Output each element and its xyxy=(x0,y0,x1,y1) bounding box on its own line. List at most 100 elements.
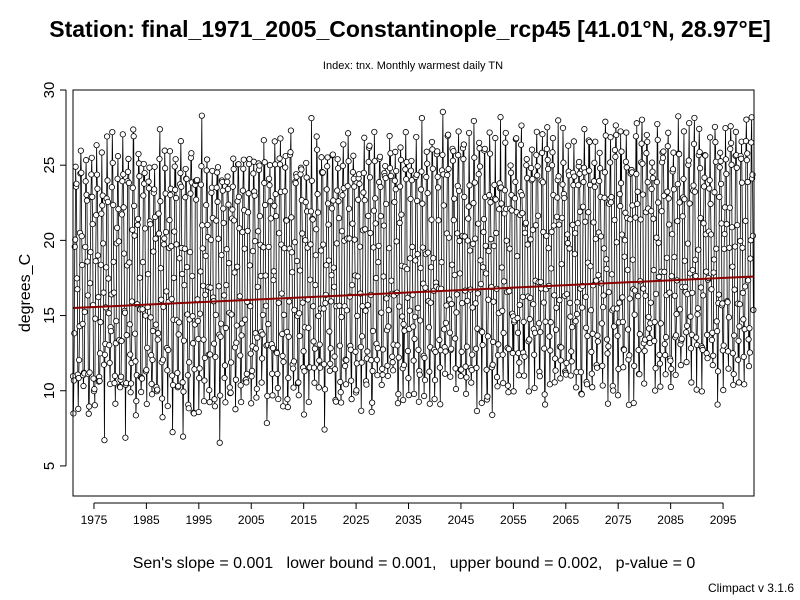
data-point xyxy=(669,166,677,173)
data-point xyxy=(567,313,574,320)
data-point xyxy=(502,129,509,137)
data-point xyxy=(395,354,402,361)
data-point xyxy=(670,149,677,156)
data-point xyxy=(710,269,717,276)
data-point xyxy=(163,288,170,295)
data-point xyxy=(480,216,488,223)
data-point xyxy=(333,240,340,247)
data-point xyxy=(560,159,567,166)
data-point xyxy=(132,412,139,419)
data-point xyxy=(362,226,369,233)
data-point xyxy=(448,345,455,352)
data-point xyxy=(733,164,740,171)
data-point xyxy=(572,318,579,325)
data-point xyxy=(455,187,463,194)
data-point xyxy=(607,159,614,166)
data-point xyxy=(152,235,159,242)
data-point xyxy=(555,173,562,180)
data-point xyxy=(94,185,101,192)
data-point xyxy=(356,243,364,250)
data-point xyxy=(296,332,303,340)
data-point xyxy=(745,336,752,343)
data-point xyxy=(451,195,458,202)
data-point xyxy=(248,373,255,380)
data-point xyxy=(514,315,521,322)
data-point xyxy=(706,185,713,192)
data-point xyxy=(640,285,647,292)
data-point xyxy=(151,163,158,170)
data-point xyxy=(149,327,157,335)
data-point xyxy=(462,363,469,370)
data-point xyxy=(408,157,415,165)
data-point xyxy=(305,398,312,406)
data-point xyxy=(310,364,318,371)
data-point xyxy=(346,235,353,242)
data-point xyxy=(201,377,208,384)
data-point xyxy=(160,303,167,311)
data-point xyxy=(484,393,491,400)
data-point xyxy=(427,264,435,271)
data-point xyxy=(620,364,627,371)
data-point xyxy=(450,148,457,155)
data-point xyxy=(495,341,502,348)
data-point xyxy=(729,350,736,357)
data-point xyxy=(331,353,338,360)
data-point xyxy=(107,328,115,335)
data-point xyxy=(518,192,526,199)
data-point xyxy=(523,156,530,163)
data-point xyxy=(611,146,619,154)
data-point xyxy=(255,228,262,235)
data-point xyxy=(158,296,165,303)
data-point xyxy=(688,331,695,338)
data-point xyxy=(147,314,154,321)
data-point xyxy=(245,190,252,197)
data-point xyxy=(633,120,640,127)
data-point xyxy=(690,182,697,189)
data-point xyxy=(730,381,737,389)
data-point xyxy=(272,213,280,220)
data-point xyxy=(648,185,655,193)
data-point xyxy=(76,356,83,364)
data-point xyxy=(220,219,227,227)
data-point xyxy=(632,214,639,221)
data-point xyxy=(372,274,380,282)
data-point xyxy=(404,347,412,355)
data-point xyxy=(141,169,148,177)
data-point xyxy=(592,235,599,242)
data-point xyxy=(378,309,385,316)
data-point xyxy=(534,163,541,170)
data-point xyxy=(632,133,640,140)
data-point xyxy=(427,299,434,306)
data-point xyxy=(516,301,523,309)
data-point xyxy=(122,434,129,441)
data-point xyxy=(118,337,125,345)
data-point xyxy=(603,256,610,263)
data-point xyxy=(568,358,575,365)
data-point xyxy=(521,229,529,237)
data-point xyxy=(391,177,398,184)
data-point xyxy=(134,221,141,229)
data-point xyxy=(482,242,489,249)
data-point xyxy=(568,348,575,355)
data-point xyxy=(692,256,699,263)
data-point xyxy=(231,269,238,276)
data-point xyxy=(270,276,277,284)
data-point xyxy=(152,321,160,328)
data-point xyxy=(161,235,168,242)
data-point xyxy=(155,330,162,337)
data-point xyxy=(227,359,235,366)
data-point xyxy=(717,180,725,187)
data-point xyxy=(572,230,579,237)
data-point xyxy=(216,439,223,446)
data-point xyxy=(379,346,387,353)
data-point xyxy=(206,387,213,394)
trend-layer xyxy=(72,275,755,310)
y-tick-label: 15 xyxy=(41,307,58,324)
data-point xyxy=(437,401,444,408)
data-point xyxy=(386,132,393,140)
data-point xyxy=(572,384,580,391)
data-point xyxy=(485,247,492,255)
data-point xyxy=(617,179,625,187)
data-point xyxy=(225,201,232,208)
data-point xyxy=(204,221,211,228)
